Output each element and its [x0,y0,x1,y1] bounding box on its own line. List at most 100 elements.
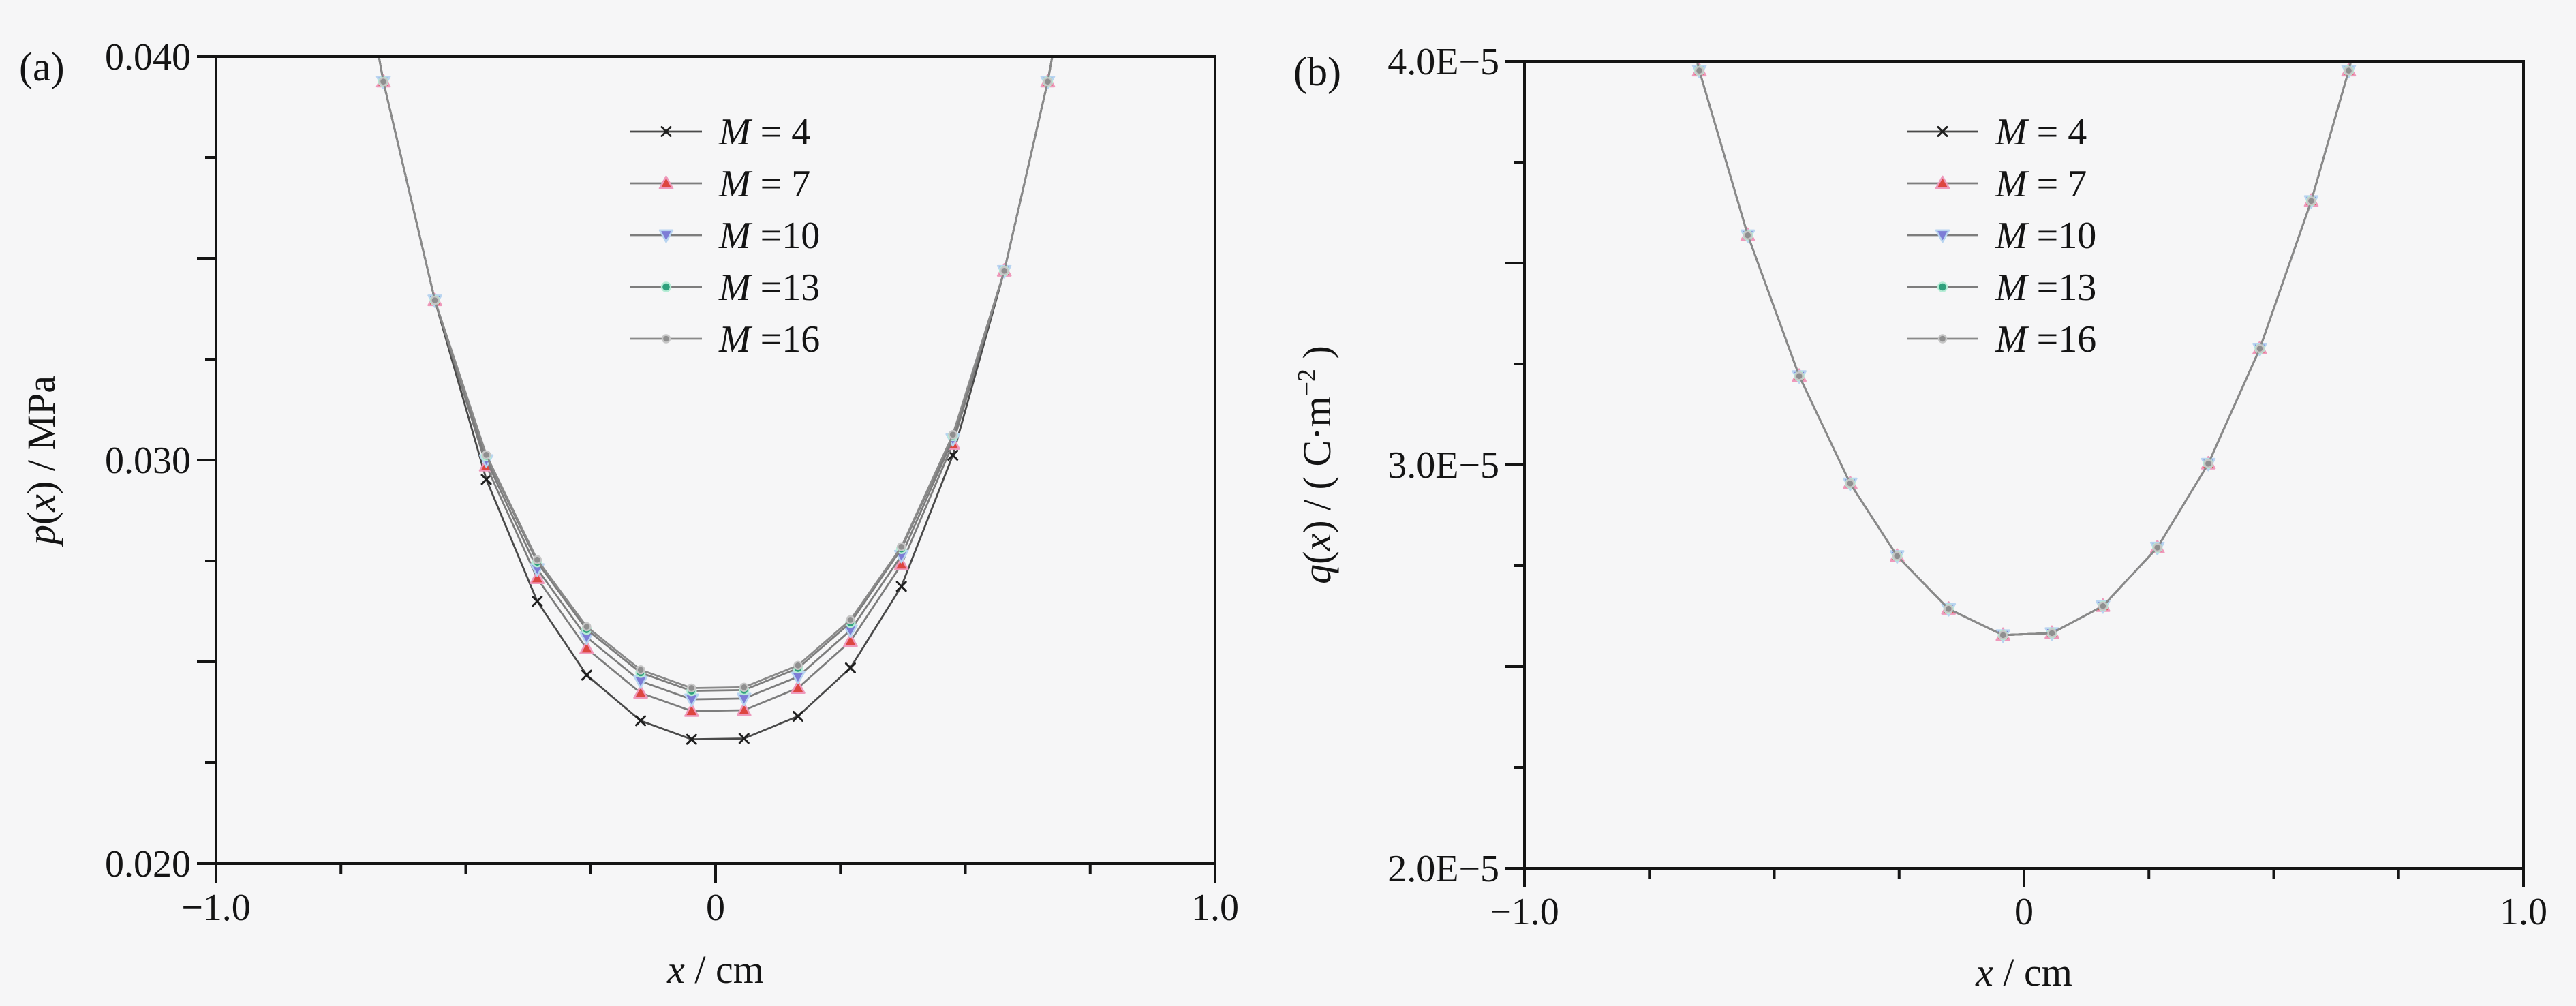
data-point-marker [736,702,752,716]
data-point-marker [690,737,694,742]
series-line [1696,63,2352,637]
legend: M = 4 M = 7 M =10 M =13 M =16 [1907,111,2096,361]
series-line [378,58,1054,692]
data-point-marker [1743,230,1753,240]
x-tick-label: 1.0 [1191,887,1239,929]
series-line [378,58,1054,689]
data-point-marker [636,665,645,675]
data-point-marker [658,229,674,243]
data-point-marker [900,584,904,588]
x-tick-label: 1.0 [2500,891,2547,933]
series-line [378,58,1054,701]
data-point-marker [1935,175,1950,189]
data-point-marker [1892,551,1902,561]
data-point-marker [999,266,1009,276]
legend-label: M =16 [718,318,820,361]
legend-label: M =10 [1995,215,2096,257]
data-point-marker [658,175,674,189]
data-point-marker [1794,371,1804,381]
data-point-marker [1694,65,1704,76]
legend-label: M = 4 [1995,111,2087,153]
legend-label: M =10 [718,215,820,257]
data-point-marker [535,599,539,603]
series-line [1696,63,2352,637]
y-tick-label: 0.040 [105,36,191,78]
plot-border [215,55,1216,865]
data-point-marker [1941,129,1944,134]
data-point-marker [791,680,806,694]
data-point-marker [579,641,594,654]
data-point-marker [2255,344,2265,354]
legend-label: M = 7 [718,163,810,205]
data-point-marker [893,557,909,570]
data-point-marker [1998,630,2008,640]
data-point-marker [2203,459,2213,468]
y-tick-label: 0.030 [105,440,191,482]
data-point-marker [739,682,749,692]
data-point-marker [1944,604,1954,614]
data-point-marker [1937,334,1948,344]
legend-label: M =13 [1995,266,2096,309]
data-point-marker [684,703,699,717]
data-point-marker [796,714,800,718]
y-tick-label: 3.0E−5 [1387,444,1499,487]
data-point-marker [378,77,388,87]
x-tick-label: 0 [2014,891,2034,933]
data-point-marker [848,666,853,670]
panel-a: −1.0 0 1.0 0.020 0.030 0.040 (a) x / cm p(x) / M… [19,36,1239,992]
x-tick-label: −1.0 [1490,891,1559,933]
data-point-marker [843,633,858,647]
series-layer [1691,63,2357,643]
x-tick-label: 0 [706,887,725,929]
data-point-marker [2153,543,2162,553]
data-point-marker [530,570,545,584]
data-point-marker [793,660,803,671]
data-point-marker [948,430,957,440]
data-point-marker [1935,229,1950,243]
data-point-marker [485,478,488,481]
series-line [378,58,1054,712]
series-line [1696,63,2352,637]
y-tick-label: 0.020 [105,843,191,885]
data-point-marker [582,622,592,632]
data-point-marker [639,719,643,722]
data-point-marker [1043,77,1053,87]
data-point-marker [481,450,491,460]
legend-label: M =13 [718,266,820,309]
panel-tag: (a) [19,44,65,89]
data-point-marker [684,693,699,707]
y-axis-title: p(x) / MPa [19,376,63,547]
data-point-marker [633,685,648,699]
data-point-marker [661,334,671,344]
data-point-marker [2098,601,2108,611]
series-line [1696,63,2352,637]
y-tick-label: 4.0E−5 [1387,41,1499,83]
data-point-marker [742,737,746,740]
x-axis-title: x / cm [666,947,764,992]
series-line [1696,63,2352,637]
data-point-marker [1937,281,1948,292]
data-point-marker [2306,196,2316,206]
data-point-marker [2047,628,2057,638]
series-layer [375,58,1056,745]
data-point-marker [1845,478,1855,488]
data-point-marker [896,542,906,551]
legend: M = 4 M = 7 M =10 M =13 M =16 [630,111,820,361]
legend-label: M = 7 [1995,163,2087,205]
y-axis-title: q(x) / ( C·m−2 ) [1293,346,1339,584]
data-point-marker [2344,65,2354,76]
x-tick-label: −1.0 [181,887,251,929]
panel-b: −1.0 0 1.0 2.0E−5 3.0E−5 4.0E−5 (b) x / cm q(x) … [1293,41,2547,994]
data-point-marker [430,295,440,305]
x-axis-title: x / cm [1975,950,2072,994]
legend-label: M =16 [1995,318,2096,361]
y-tick-label: 2.0E−5 [1387,848,1499,890]
data-point-marker [585,673,589,677]
data-point-marker [846,615,855,625]
data-point-marker [532,555,542,564]
series-line [378,58,1054,741]
data-point-marker [660,281,672,292]
legend-label: M = 4 [718,111,810,153]
